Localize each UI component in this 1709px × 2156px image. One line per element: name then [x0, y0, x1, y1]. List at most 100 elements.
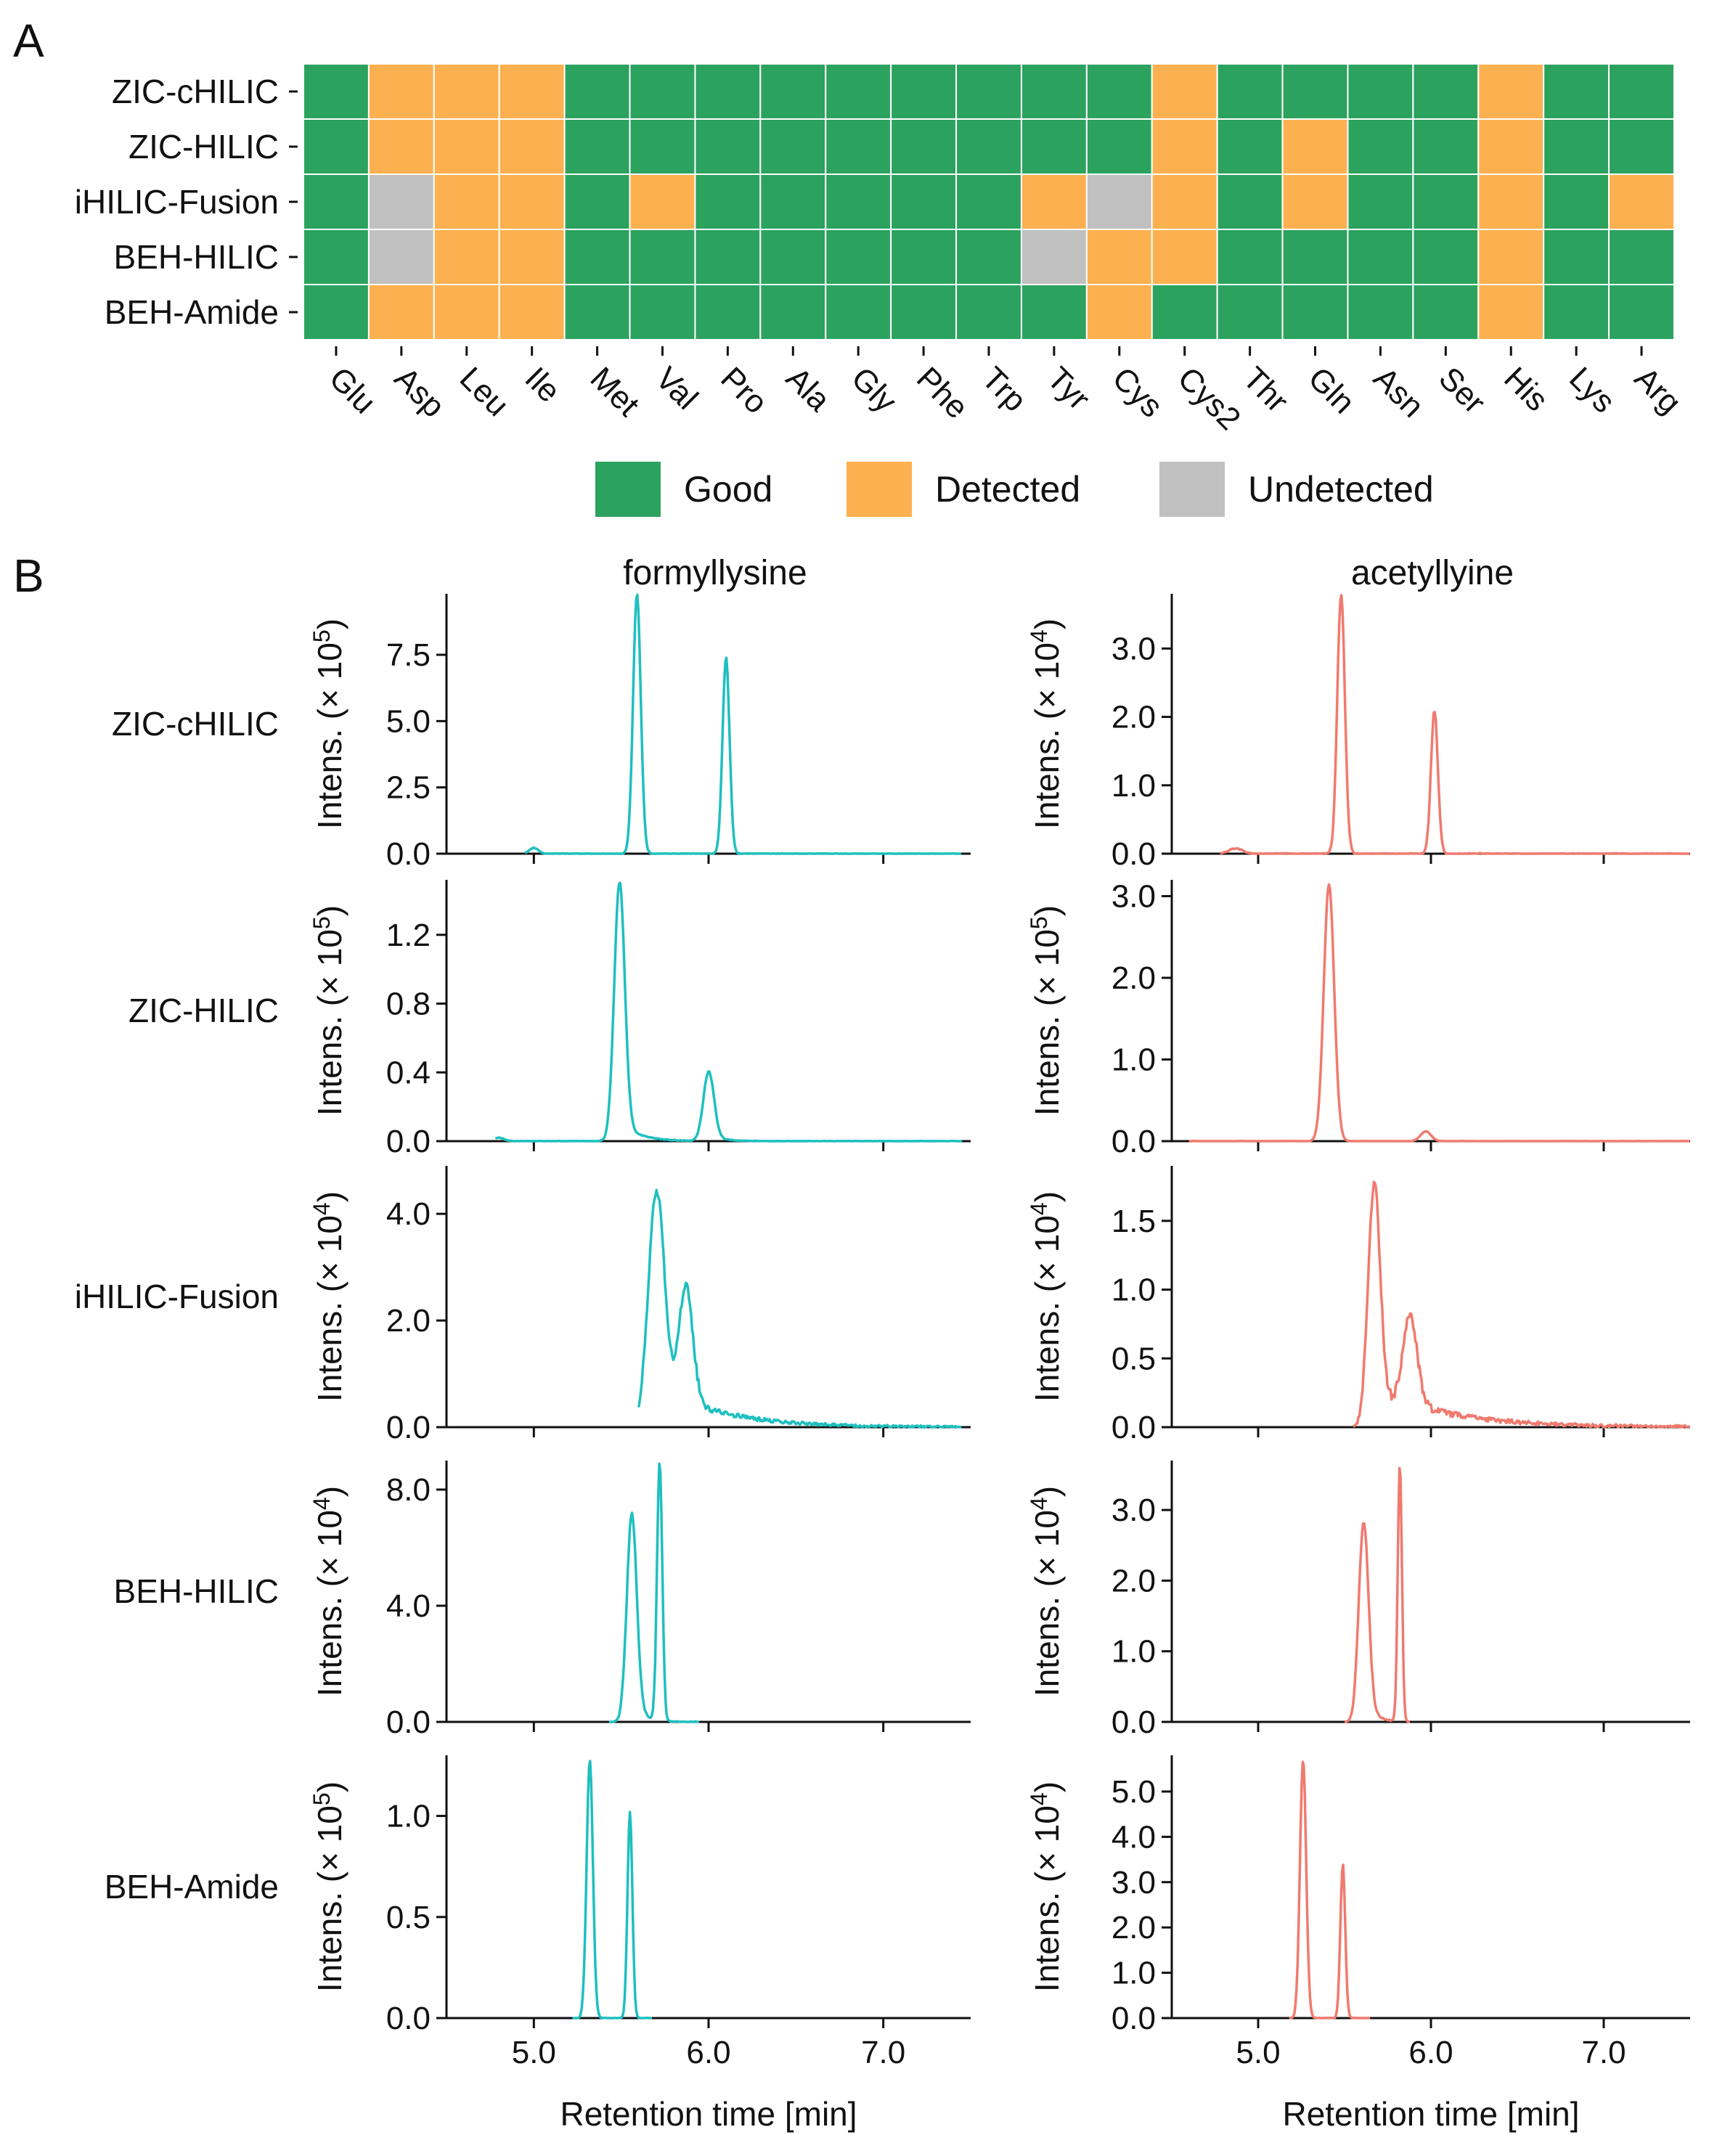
- heatmap-cell-zic-hilic-val: [629, 118, 696, 175]
- heatmap-cell-zic-hilic-arg: [1608, 118, 1675, 175]
- y-tick-label: 5.0: [1112, 1774, 1156, 1810]
- heatmap-cell-zic-chilic-gln: [1281, 63, 1349, 120]
- chromatogram-beh-amide-formyllysine: 0.0 0.5 1.0 5.0 6.0 7.0 Intens. (× 105): [309, 1755, 971, 2070]
- heatmap-cell-zic-chilic-cys2: [1151, 63, 1218, 120]
- legend-label-undetected: Undetected: [1248, 469, 1434, 510]
- y-tick-label: 0.0: [1112, 1410, 1156, 1445]
- heatmap-cell-ihilic-fusion-val: [629, 173, 696, 230]
- y-tick-label: 1.2: [386, 918, 431, 953]
- heatmap-cell-ihilic-fusion-ile: [498, 173, 566, 230]
- heatmap-cell-ihilic-fusion-pro: [694, 173, 762, 230]
- heatmap-cell-zic-hilic-ser: [1412, 118, 1480, 175]
- y-tick-label: 2.0: [1112, 960, 1156, 996]
- heatmap-cell-beh-hilic-his: [1477, 229, 1545, 285]
- heatmap-cell-beh-amide-thr: [1216, 284, 1284, 340]
- y-tick-label: 7.5: [386, 637, 431, 673]
- y-tick-label: 0.8: [386, 987, 431, 1022]
- heatmap-cell-beh-amide-trp: [955, 284, 1022, 340]
- heatmap-col-label: Phe: [910, 360, 975, 425]
- heatmap-cell-beh-amide-cys2: [1151, 284, 1218, 340]
- trace-acetyllyine: [1353, 1180, 1691, 1429]
- row-label-beh-amide: BEH-Amide: [105, 1868, 279, 1906]
- y-tick-label: 1.0: [386, 1799, 431, 1834]
- heatmap-cell-beh-hilic-asn: [1347, 229, 1414, 285]
- heatmap-cell-zic-hilic-gln: [1281, 118, 1349, 175]
- heatmap-col-label: Gly: [844, 360, 903, 419]
- y-axis-label: Intens. (× 105): [309, 905, 348, 1116]
- column-title-formyllysine: formyllysine: [623, 554, 807, 592]
- heatmap-cell-ihilic-fusion-leu: [433, 173, 500, 230]
- heatmap-cell-beh-amide-phe: [890, 284, 958, 340]
- heatmap: ZIC-cHILIC ZIC-HILIC iHILIC-Fusion BEH-HILI…: [75, 63, 1688, 437]
- chromatogram-zic-chilic-formyllysine: 0.0 2.5 5.0 7.5 Intens. (× 105): [309, 593, 971, 872]
- heatmap-cell-ihilic-fusion-cys: [1085, 173, 1153, 230]
- heatmap-cell-ihilic-fusion-asn: [1347, 173, 1414, 230]
- heatmap-cell-beh-hilic-phe: [890, 229, 958, 285]
- heatmap-cell-beh-hilic-cys2: [1151, 229, 1218, 285]
- y-tick-label: 0.0: [386, 2001, 431, 2036]
- heatmap-cell-ihilic-fusion-ala: [759, 173, 827, 230]
- legend-swatch-good: [595, 462, 661, 517]
- y-tick-label: 0.0: [1112, 836, 1156, 872]
- heatmap-cell-zic-chilic-asn: [1347, 63, 1414, 120]
- chromatogram-ihilic-fusion-acetyllyine: 0.0 0.5 1.0 1.5 Intens. (× 104): [1026, 1166, 1691, 1445]
- trace-acetyllyine: [1188, 883, 1690, 1143]
- heatmap-col-label: Gln: [1301, 360, 1361, 420]
- chromatogram-ihilic-fusion-formyllysine: 0.0 2.0 4.0 Intens. (× 104): [309, 1166, 971, 1445]
- heatmap-cell-beh-amide-glu: [303, 284, 370, 340]
- y-axis-label: Intens. (× 105): [1026, 905, 1066, 1116]
- y-tick-label: 4.0: [386, 1588, 431, 1624]
- heatmap-cell-zic-hilic-tyr: [1020, 118, 1088, 175]
- heatmap-col-label: Trp: [975, 360, 1033, 418]
- row-label-zic-hilic: ZIC-HILIC: [129, 992, 279, 1029]
- heatmap-col-label: His: [1497, 360, 1555, 418]
- heatmap-cell-zic-chilic-asp: [367, 63, 435, 120]
- chromatogram-beh-amide-acetyllyine: 0.0 1.0 2.0 3.0 4.0 5.0 5.0 6.0 7.0 Intens. (× 10…: [1026, 1755, 1690, 2070]
- heatmap-cell-beh-hilic-ser: [1412, 229, 1480, 285]
- heatmap-cell-beh-hilic-trp: [955, 229, 1022, 285]
- heatmap-cell-ihilic-fusion-glu: [303, 173, 370, 230]
- y-axis-label: Intens. (× 104): [1026, 1781, 1066, 1992]
- y-tick-label: 3.0: [1112, 879, 1156, 915]
- heatmap-cell-zic-hilic-cys2: [1151, 118, 1218, 175]
- heatmap-cell-beh-amide-leu: [433, 284, 500, 340]
- heatmap-cell-beh-hilic-tyr: [1020, 229, 1088, 285]
- chromatogram-beh-hilic-acetyllyine: 0.0 1.0 2.0 3.0 Intens. (× 104): [1026, 1461, 1690, 1740]
- heatmap-cell-zic-chilic-cys: [1085, 63, 1153, 120]
- heatmap-cell-zic-chilic-lys: [1543, 63, 1610, 120]
- x-axis-title-acetyllyine: Retention time [min]: [1282, 2095, 1579, 2133]
- y-tick-label: 0.4: [386, 1055, 431, 1090]
- heatmap-col-label: Ile: [518, 360, 568, 409]
- heatmap-col-label: Asn: [1366, 360, 1430, 424]
- heatmap-cell-zic-chilic-thr: [1216, 63, 1284, 120]
- trace-acetyllyine: [1220, 594, 1690, 855]
- x-tick-label: 6.0: [686, 2035, 730, 2070]
- heatmap-col-label: Lys: [1562, 360, 1622, 420]
- heatmap-cell-zic-chilic-gly: [825, 63, 892, 120]
- y-tick-label: 2.0: [1112, 700, 1156, 735]
- heatmap-cell-beh-amide-gln: [1281, 284, 1349, 340]
- heatmap-col-label: Pro: [714, 360, 774, 420]
- heatmap-cell-zic-hilic-lys: [1543, 118, 1610, 175]
- panel-a-letter: A: [13, 15, 44, 67]
- heatmap-cell-ihilic-fusion-tyr: [1020, 173, 1088, 230]
- heatmap-cell-beh-hilic-val: [629, 229, 696, 285]
- heatmap-cell-zic-hilic-ala: [759, 118, 827, 175]
- heatmap-col-label: Met: [584, 360, 647, 423]
- y-tick-label: 0.0: [386, 836, 431, 872]
- heatmap-cell-ihilic-fusion-phe: [890, 173, 958, 230]
- heatmap-cell-zic-hilic-his: [1477, 118, 1545, 175]
- heatmap-row-label: ZIC-HILIC: [129, 128, 279, 166]
- legend-label-detected: Detected: [935, 469, 1080, 510]
- heatmap-cell-zic-hilic-leu: [433, 118, 500, 175]
- y-tick-label: 0.5: [386, 1900, 431, 1935]
- y-tick-label: 0.5: [1112, 1341, 1156, 1376]
- y-tick-label: 5.0: [386, 703, 431, 739]
- heatmap-cell-beh-amide-gly: [825, 284, 892, 340]
- x-tick-label: 6.0: [1408, 2035, 1453, 2070]
- heatmap-cell-beh-amide-arg: [1608, 284, 1675, 340]
- heatmap-col-label: Ala: [779, 360, 837, 418]
- heatmap-cell-beh-amide-lys: [1543, 284, 1610, 340]
- heatmap-col-label: Cys: [1106, 360, 1170, 424]
- x-axis-title-formyllysine: Retention time [min]: [560, 2095, 857, 2133]
